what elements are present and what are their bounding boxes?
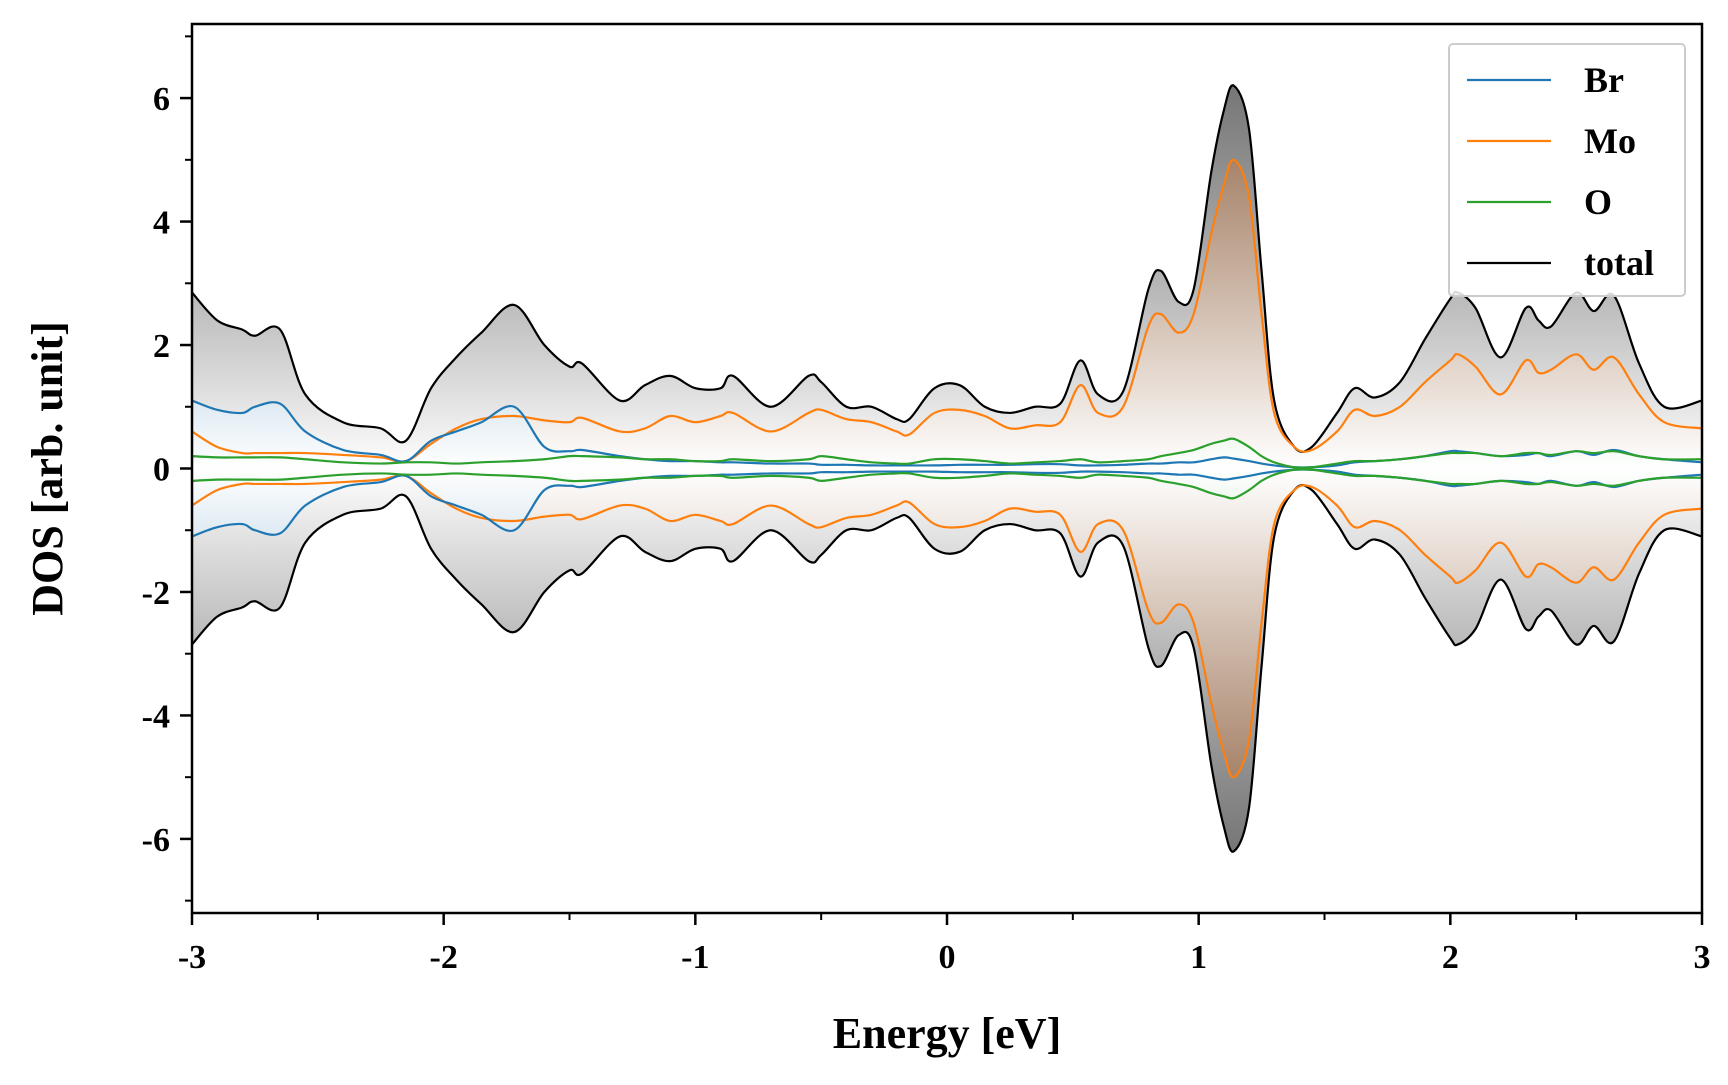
- y-tick-label: 4: [153, 205, 170, 242]
- x-tick-label: 0: [939, 939, 956, 976]
- x-tick-label: 1: [1190, 939, 1207, 976]
- legend-label-o: O: [1584, 182, 1612, 222]
- x-tick-label: -3: [178, 939, 206, 976]
- series-line-o-positive: [191, 437, 1703, 469]
- x-axis-title: Energy [eV]: [833, 1009, 1062, 1058]
- series-line-br-positive: [191, 399, 1703, 469]
- legend-label-mo: Mo: [1584, 121, 1636, 161]
- y-tick-label: -2: [142, 575, 170, 612]
- series-line-total-negative: [191, 483, 1703, 853]
- series-line-o-negative: [191, 468, 1703, 500]
- area-fill-o: [192, 438, 1702, 499]
- series-line-br-negative: [191, 468, 1703, 538]
- area-fills: [192, 85, 1702, 852]
- legend-label-br: Br: [1584, 60, 1624, 100]
- y-tick-label: 2: [153, 328, 170, 365]
- x-tick-label: -2: [430, 939, 458, 976]
- y-tick-label: 6: [153, 81, 170, 118]
- x-tick-label: 3: [1694, 939, 1711, 976]
- legend-label-total: total: [1584, 243, 1654, 283]
- y-tick-label: -4: [142, 698, 170, 735]
- y-axis-ticks: -6 -4 -2 0 2 4 6: [142, 35, 192, 902]
- x-axis-ticks: -3 -2 -1 0 1 2 3: [178, 913, 1711, 976]
- y-tick-label: -6: [142, 822, 170, 859]
- x-tick-label: -1: [681, 939, 709, 976]
- x-tick-label: 2: [1442, 939, 1459, 976]
- legend-box: [1448, 43, 1686, 297]
- y-tick-label: 0: [153, 452, 170, 489]
- y-axis-title: DOS [arb. unit]: [23, 321, 72, 616]
